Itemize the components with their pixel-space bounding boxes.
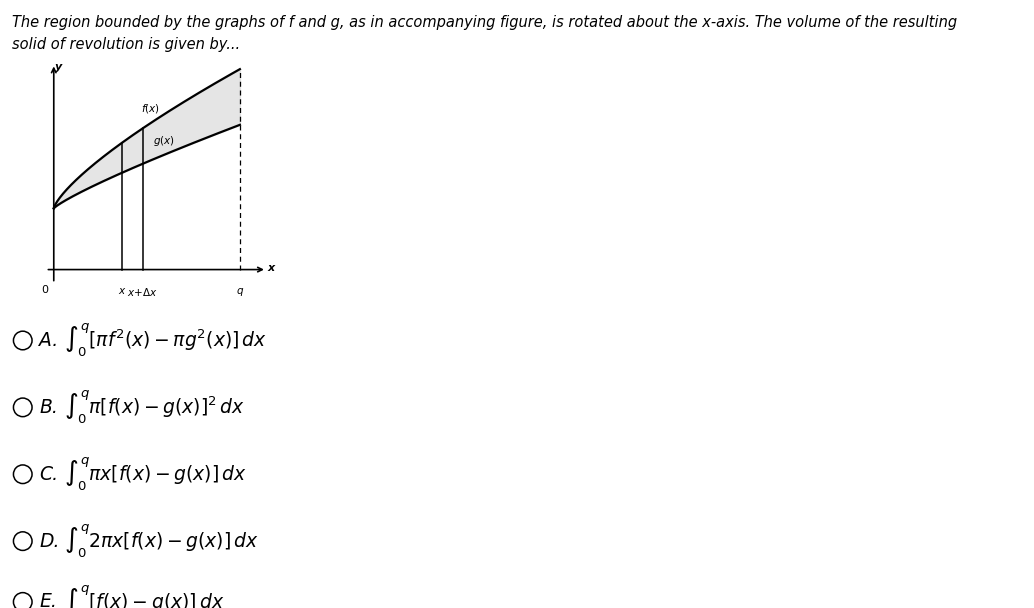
Text: E.: E. <box>39 592 57 608</box>
Text: x: x <box>268 263 275 273</box>
Text: A.: A. <box>39 331 59 350</box>
Text: $f(x)$: $f(x)$ <box>141 102 159 115</box>
Text: $g(x)$: $g(x)$ <box>153 134 175 148</box>
Text: $q$: $q$ <box>236 286 244 299</box>
Text: $x$: $x$ <box>118 286 126 296</box>
Text: $\int_0^{q} \pi x[f(x) - g(x)]\, dx$: $\int_0^{q} \pi x[f(x) - g(x)]\, dx$ <box>64 455 247 493</box>
Text: 0: 0 <box>41 285 48 295</box>
Text: C.: C. <box>39 465 58 484</box>
Text: $\int_0^{q} 2\pi x[f(x) - g(x)]\, dx$: $\int_0^{q} 2\pi x[f(x) - g(x)]\, dx$ <box>64 522 258 560</box>
Text: D.: D. <box>39 531 60 551</box>
Text: y: y <box>55 62 62 72</box>
Text: B.: B. <box>39 398 58 417</box>
Text: The region bounded by the graphs of f and g, as in accompanying figure, is rotat: The region bounded by the graphs of f an… <box>12 15 957 52</box>
Text: $\int_0^{q}[f(x) - g(x)]\, dx$: $\int_0^{q}[f(x) - g(x)]\, dx$ <box>64 583 224 608</box>
Text: $\int_0^{q}[\pi f^2(x) - \pi g^2(x)]\, dx$: $\int_0^{q}[\pi f^2(x) - \pi g^2(x)]\, d… <box>64 322 267 359</box>
Text: $\int_0^{q} \pi[f(x) - g(x)]^2\, dx$: $\int_0^{q} \pi[f(x) - g(x)]^2\, dx$ <box>64 389 245 426</box>
Text: $x\!+\!\Delta x$: $x\!+\!\Delta x$ <box>127 286 158 299</box>
